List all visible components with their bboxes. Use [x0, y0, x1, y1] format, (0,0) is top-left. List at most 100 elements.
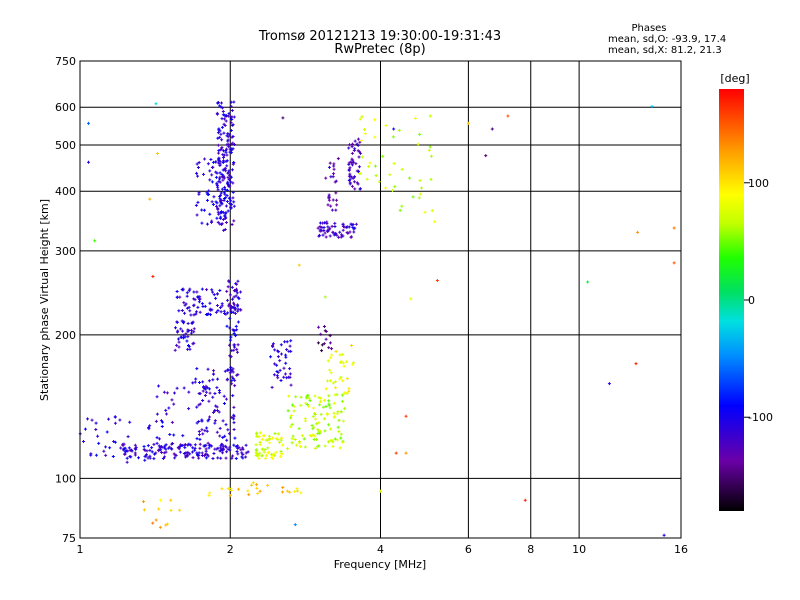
data-point	[338, 353, 342, 357]
data-point	[191, 381, 195, 385]
data-point	[357, 150, 361, 154]
data-point	[321, 233, 325, 237]
data-point	[172, 391, 176, 395]
data-point	[289, 425, 293, 429]
data-point	[466, 121, 470, 125]
data-point	[203, 394, 207, 398]
data-point	[236, 320, 240, 324]
data-point	[187, 407, 191, 411]
data-point	[316, 341, 320, 345]
data-point	[229, 199, 233, 203]
data-point	[228, 184, 232, 188]
data-point	[212, 369, 216, 373]
data-point	[183, 311, 187, 315]
data-point	[286, 409, 290, 413]
data-point	[180, 444, 184, 448]
data-point	[169, 498, 173, 502]
data-point	[222, 228, 226, 232]
data-point	[312, 406, 316, 410]
data-point	[347, 225, 351, 229]
data-point	[159, 498, 163, 502]
data-point	[195, 405, 199, 409]
data-point	[231, 196, 235, 200]
data-point	[221, 168, 225, 172]
data-point	[215, 405, 219, 409]
data-point	[368, 161, 372, 165]
data-point	[278, 440, 282, 444]
data-point	[257, 453, 261, 457]
data-point	[413, 116, 417, 120]
data-point	[215, 303, 219, 307]
data-point	[209, 158, 213, 162]
data-point	[338, 377, 342, 381]
data-point	[167, 406, 171, 410]
data-point	[384, 186, 388, 190]
data-point	[225, 194, 229, 198]
data-point	[326, 359, 330, 363]
data-point	[281, 490, 285, 494]
data-point	[281, 443, 285, 447]
data-point	[159, 445, 163, 449]
data-point	[197, 161, 201, 165]
data-point	[161, 456, 165, 460]
data-point	[230, 142, 234, 146]
data-point	[202, 172, 206, 176]
data-point	[194, 377, 198, 381]
data-point	[200, 453, 204, 457]
data-point	[222, 122, 226, 126]
chart-title: Tromsø 20121213 19:30:00-19:31:43	[258, 29, 501, 44]
data-point	[304, 401, 308, 405]
data-point	[397, 128, 401, 132]
data-point	[112, 439, 116, 443]
data-point	[224, 397, 228, 401]
data-point	[155, 412, 159, 416]
data-point	[257, 456, 261, 460]
data-point	[348, 230, 352, 234]
data-point	[111, 455, 115, 459]
data-point	[338, 446, 342, 450]
data-point	[329, 439, 333, 443]
data-point	[211, 457, 215, 461]
data-point	[152, 457, 156, 461]
data-point	[233, 289, 237, 293]
data-point	[230, 108, 234, 112]
data-point	[206, 454, 210, 458]
data-point	[218, 306, 222, 310]
data-point	[327, 403, 331, 407]
data-point	[198, 446, 202, 450]
data-point	[323, 295, 327, 299]
data-point	[428, 145, 432, 149]
y-tick-label: 200	[55, 329, 76, 342]
data-point	[339, 375, 343, 379]
data-point	[240, 451, 244, 455]
data-point	[273, 348, 277, 352]
data-point	[272, 373, 276, 377]
data-point	[183, 335, 187, 339]
data-point	[232, 413, 236, 417]
data-point	[246, 489, 250, 493]
data-point	[229, 487, 233, 491]
data-point	[353, 175, 357, 179]
data-point	[206, 162, 210, 166]
data-point	[331, 230, 335, 234]
data-point	[230, 311, 234, 315]
y-axis-label: Stationary phase Virtual Height [km]	[38, 199, 51, 401]
data-point	[190, 450, 194, 454]
data-point	[278, 359, 282, 363]
data-point	[220, 304, 224, 308]
data-point	[196, 305, 200, 309]
data-point	[225, 143, 229, 147]
data-point	[393, 185, 397, 189]
colorbar-tick-label: 100	[748, 177, 769, 190]
data-point	[87, 160, 91, 164]
data-point	[285, 376, 289, 380]
data-point	[220, 442, 224, 446]
data-point	[290, 437, 294, 441]
data-point	[200, 428, 204, 432]
data-point	[302, 437, 306, 441]
data-point	[318, 221, 322, 225]
data-point	[409, 297, 413, 301]
data-point	[340, 393, 344, 397]
data-point	[255, 483, 259, 487]
